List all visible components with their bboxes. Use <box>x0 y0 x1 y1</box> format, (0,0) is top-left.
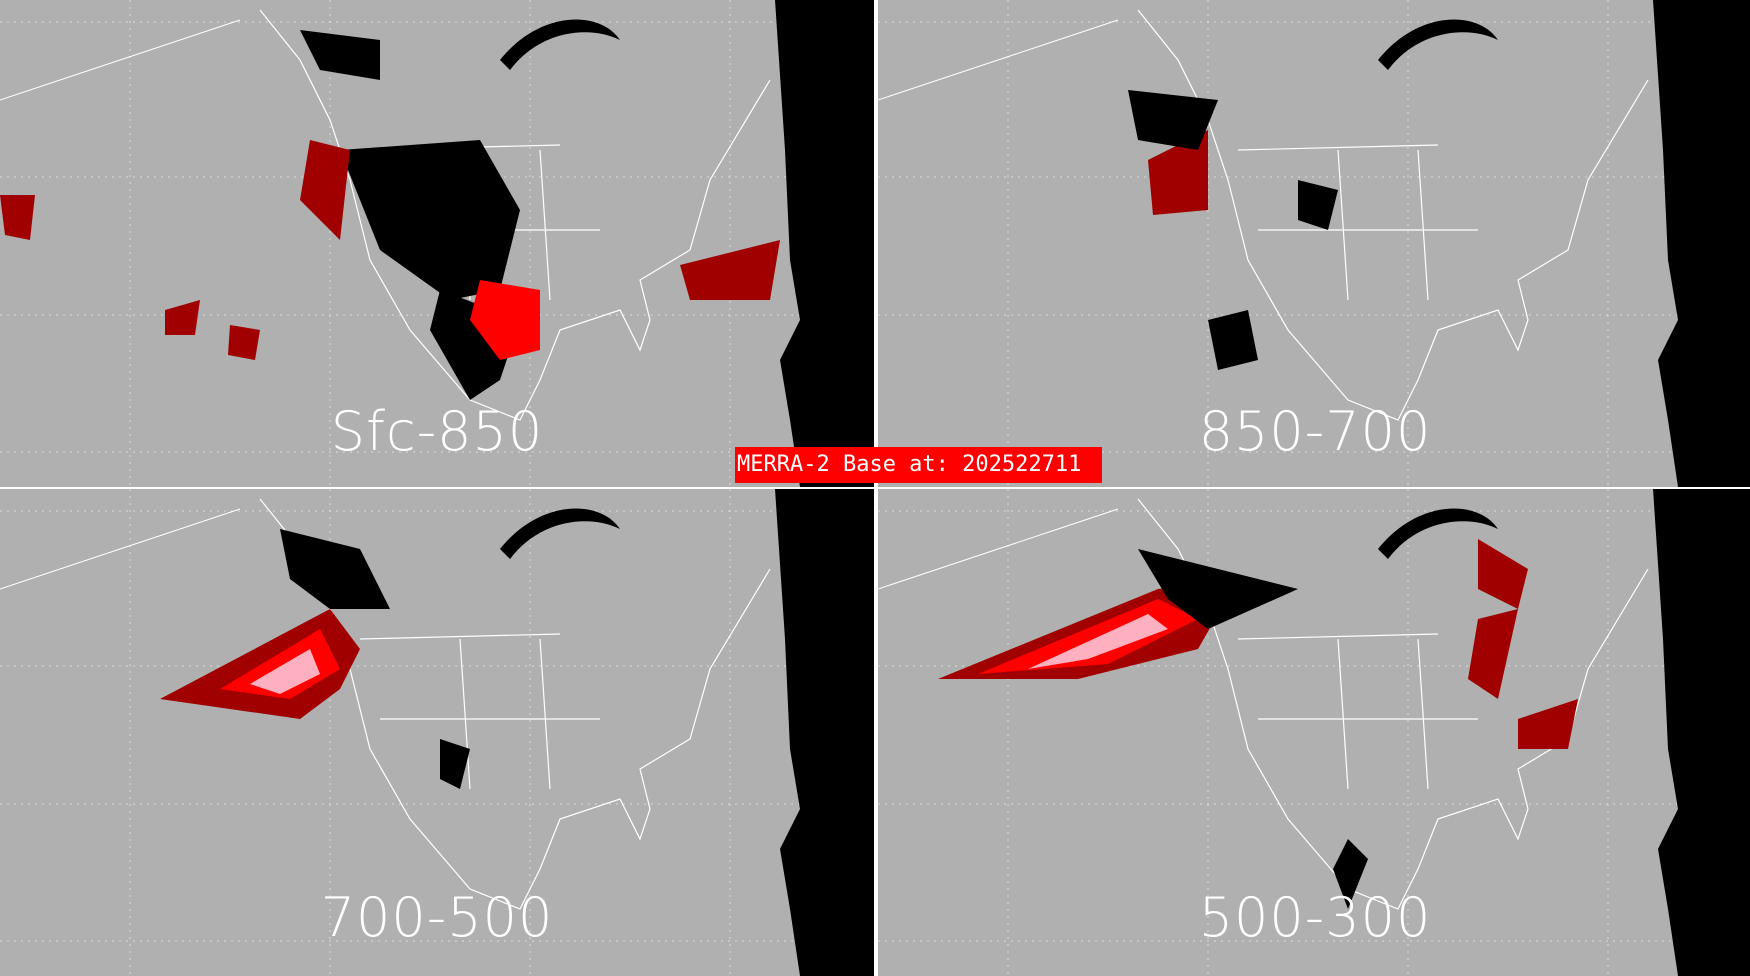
panel-700-500: 700-500 <box>0 489 874 976</box>
data-region <box>1468 609 1518 699</box>
panel-label: Sfc-850 <box>330 400 544 463</box>
data-region <box>1148 130 1208 215</box>
panel-label: 850-700 <box>1198 400 1432 463</box>
data-region <box>1378 508 1498 559</box>
panel-label: 500-300 <box>1198 886 1432 949</box>
data-region <box>680 240 780 300</box>
data-region <box>1138 549 1298 629</box>
data-region <box>250 649 320 694</box>
data-region <box>1378 19 1498 70</box>
data-region <box>500 19 620 70</box>
map-layer <box>878 0 1750 487</box>
alaska-coastline <box>878 508 1119 590</box>
alaska-coastline <box>0 19 241 101</box>
panel-sfc-850: Sfc-850 <box>0 0 874 487</box>
data-region <box>300 30 380 80</box>
state-coastline-outline <box>259 498 771 910</box>
alaska-coastline <box>0 508 241 590</box>
data-region <box>340 140 520 300</box>
state-coastline-outline <box>1137 9 1649 421</box>
data-region <box>1478 539 1528 609</box>
data-region <box>1028 614 1168 669</box>
state-coastline-outline <box>1137 498 1649 910</box>
no-data-region <box>1653 489 1750 976</box>
data-region <box>280 529 390 609</box>
data-region <box>1208 310 1258 370</box>
no-data-region <box>1653 0 1750 487</box>
data-region <box>1333 839 1368 909</box>
title-banner: MERRA-2 Base at: 202522711 <box>735 447 1102 483</box>
panel-850-700: 850-700 <box>878 0 1750 487</box>
data-region <box>228 325 260 360</box>
data-region <box>165 300 200 335</box>
data-region <box>1128 90 1218 150</box>
no-data-region <box>775 0 874 487</box>
map-layer <box>0 0 874 487</box>
data-region <box>500 508 620 559</box>
data-region <box>300 140 350 240</box>
alaska-coastline <box>878 19 1119 101</box>
data-region <box>470 280 540 360</box>
data-region <box>1298 180 1338 230</box>
data-region <box>1518 699 1578 749</box>
map-layer <box>878 489 1750 976</box>
map-layer <box>0 489 874 976</box>
panel-500-300: 500-300 <box>878 489 1750 976</box>
panel-label: 700-500 <box>320 886 554 949</box>
data-region <box>0 195 35 240</box>
data-region <box>220 629 340 699</box>
data-region <box>440 739 470 789</box>
no-data-region <box>775 489 874 976</box>
